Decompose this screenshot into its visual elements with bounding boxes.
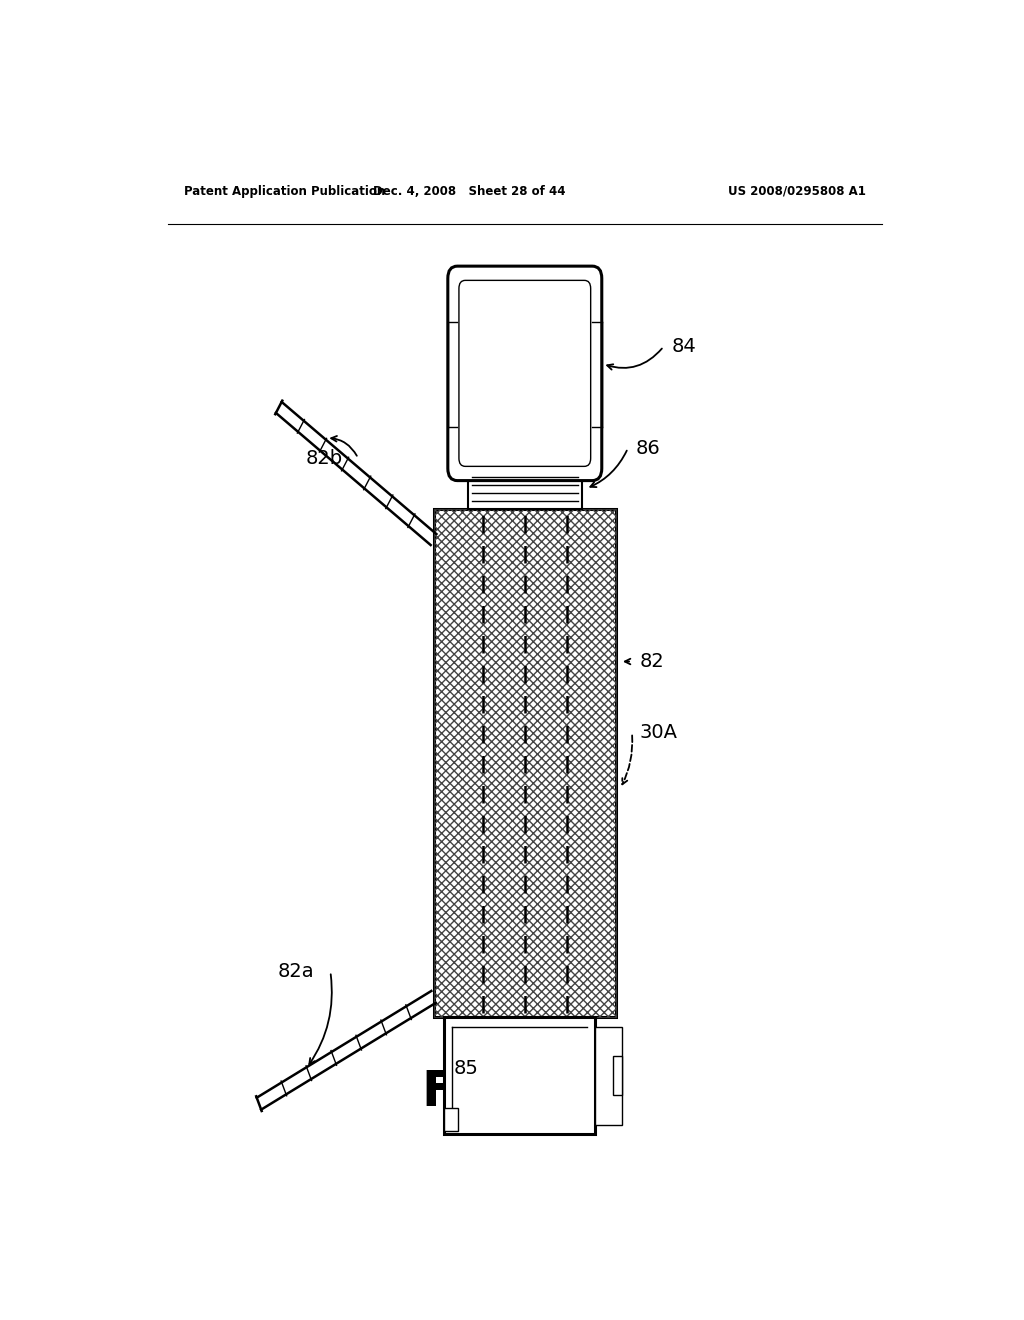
Bar	[443, 1018, 595, 1134]
Text: 82b: 82b	[305, 449, 342, 467]
Text: 85: 85	[454, 1059, 478, 1077]
Text: 82a: 82a	[278, 962, 314, 981]
FancyBboxPatch shape	[447, 267, 602, 480]
Text: US 2008/0295808 A1: US 2008/0295808 A1	[728, 185, 866, 198]
Text: 30A: 30A	[640, 723, 678, 742]
Bar	[443, 1107, 458, 1131]
Bar	[433, 510, 616, 1018]
Bar	[468, 469, 582, 510]
Text: Patent Application Publication: Patent Application Publication	[183, 185, 385, 198]
Bar	[433, 510, 616, 1018]
Text: 84: 84	[672, 337, 696, 356]
Text: 82: 82	[640, 652, 665, 671]
Text: FIG. 34: FIG. 34	[422, 1068, 622, 1117]
Bar	[595, 1027, 623, 1125]
FancyBboxPatch shape	[459, 280, 591, 466]
Text: 86: 86	[636, 438, 660, 458]
Text: Dec. 4, 2008   Sheet 28 of 44: Dec. 4, 2008 Sheet 28 of 44	[373, 185, 565, 198]
Bar	[613, 1056, 623, 1096]
